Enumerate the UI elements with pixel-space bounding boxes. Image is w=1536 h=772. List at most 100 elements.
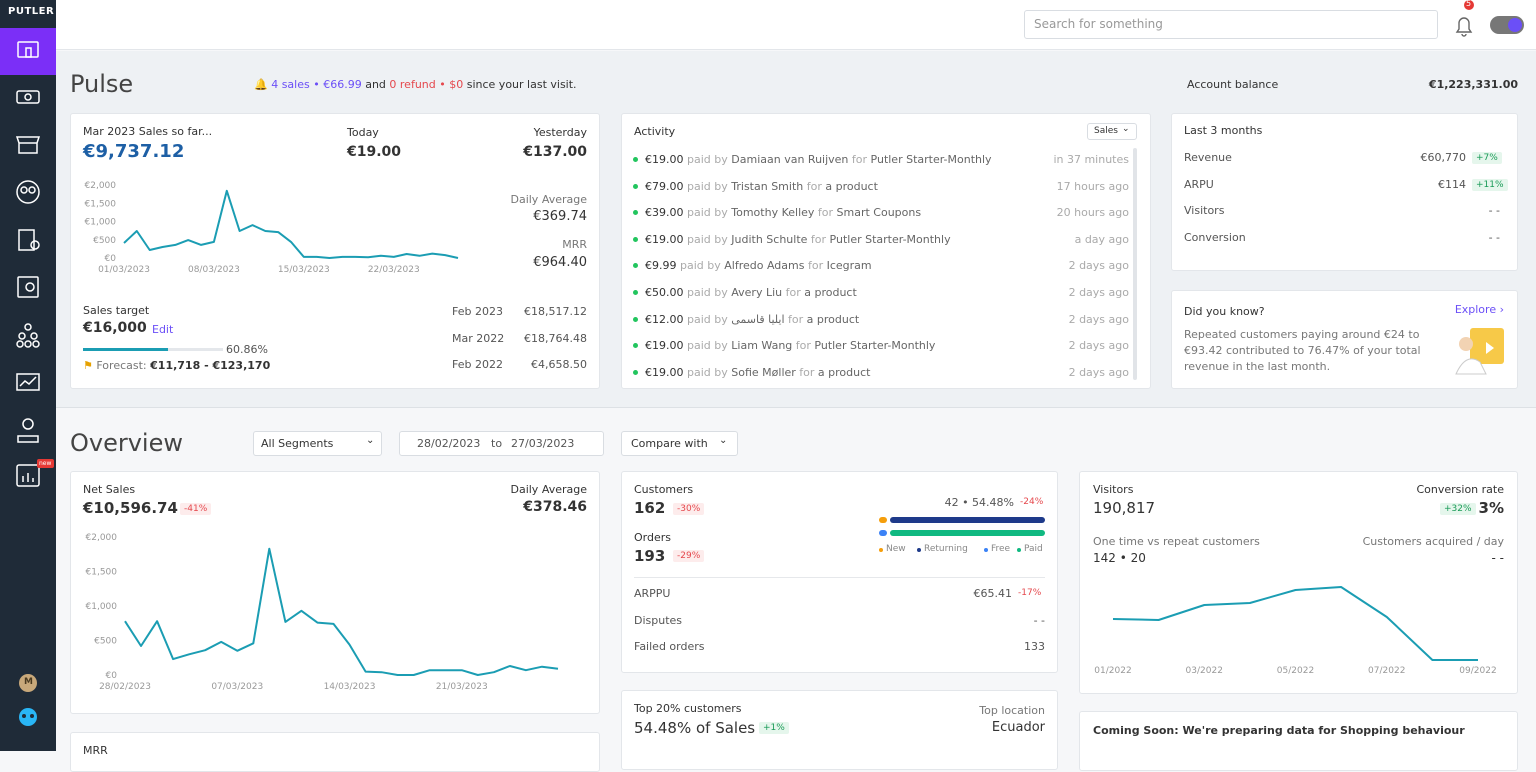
y-tick-label: €500 [93,236,116,246]
amount: €19.00 [645,153,684,166]
legend-dot [1017,548,1021,552]
shape [15,41,41,487]
edit-target[interactable]: Edit [152,323,174,336]
nav-active[interactable] [0,28,56,75]
segment-select[interactable] [253,431,382,456]
segment: All Segments [261,437,334,450]
illustration [1455,328,1504,375]
product: Putler Starter-Monthly [814,339,936,353]
x-tick-label: 01/03/2023 [98,265,150,275]
orders-change: -29% [673,550,705,562]
shape [16,340,24,348]
search-box[interactable] [1024,10,1438,39]
time: 2 days ago [1068,312,1129,326]
shape [19,376,37,387]
x-tick-label: 01/2022 [1094,666,1131,676]
shape [16,90,40,104]
customer: Avery Liu [731,286,783,299]
filter-caret: ⌄ [1122,124,1130,134]
amount: €19.00 [645,339,684,353]
net-daily-average-label: Daily Average [510,483,587,496]
customer: Liam Wang [731,339,793,353]
x-tick-label: 28/02/2023 [99,682,151,692]
metric-label: ARPU [1184,177,1214,191]
legend-label: Paid [1024,544,1043,554]
shape [20,186,28,194]
product: Putler Starter-Monthly [870,153,992,166]
for: for [817,206,834,220]
header-icons [1455,0,1524,37]
metric-label: ARPPU [634,587,671,600]
did-you-know-card [1171,290,1518,389]
activity-row: €19.00 paid by Judith Schulte for Putler… [645,233,951,246]
avatar-initial: M [24,677,33,687]
coming-soon-card [1079,711,1518,771]
overview-title: Overview [70,429,183,457]
paid-by: paid by [687,365,728,379]
customer: Sofie Møller [731,365,796,379]
shape [19,674,37,692]
shape [30,714,34,718]
date-range[interactable] [399,431,604,456]
y-tick-label: €1,500 [86,568,118,578]
metric-value: €114 [1438,177,1466,191]
mrr-card [70,732,600,772]
net-sales-label: Net Sales [83,483,136,496]
amount: €19.00 [645,232,684,246]
date-to-word: to [491,437,503,450]
shape [25,282,35,292]
for: for [788,312,804,326]
customers-change: -30% [673,503,705,515]
brand: PUTLER [8,6,55,17]
amount: €79.00 [645,179,684,193]
shape [18,332,26,340]
customer: Tristan Smith [731,179,804,193]
shape [1508,18,1522,32]
visitors-card [1079,471,1518,694]
paid-by: paid by [687,312,728,326]
product: Smart Coupons [836,206,922,220]
sidebar [0,0,56,751]
account-balance: €1,223,331.00 [1428,78,1518,91]
target: €16,000 [83,320,147,336]
status-dot [633,343,638,349]
activity-filter[interactable] [1087,123,1137,140]
shape [22,473,34,482]
customer: Alfredo Adams [724,259,805,273]
customer: Judith Schulte [731,232,808,246]
shape [32,340,40,348]
comparison-value: €4,658.50 [531,358,587,371]
shape [879,517,887,523]
line [1112,586,1478,661]
did-you-know-title: Did you know? [1184,305,1265,318]
comparison-period: Feb 2022 [452,358,503,371]
orders: 193 [634,547,666,565]
amount: €12.00 [645,312,684,326]
amount: €9.99 [645,259,677,273]
explore-link[interactable]: Explore › [1454,303,1504,316]
paid-by: paid by [687,286,728,299]
top-customers: 54.48% of Sales [634,719,756,737]
paid-by: paid by [687,232,728,246]
compare-select[interactable] [621,431,738,456]
shape: ⚑ [83,359,93,372]
top-location: Ecuador [991,720,1045,735]
legend-label: Returning [924,544,968,554]
shape [17,276,39,298]
for: for [810,232,827,246]
net-daily-average: €378.46 [523,499,587,515]
metric-value: 133 [1024,640,1045,654]
progress-fill [83,348,169,351]
shape [18,229,35,251]
status-dot [633,290,638,295]
last-3-months-card [1171,113,1518,271]
amount: €39.00 [645,206,684,220]
customers-label: Customers [634,483,694,496]
legend-dot [917,548,921,552]
and: and [365,78,386,91]
y-tick-label: €1,000 [86,602,118,612]
acquired-label: Customers acquired / day [1362,535,1504,548]
activity-row: €9.99 paid by Alfredo Adams for Icegram [645,259,872,272]
shape [25,47,32,58]
date-from: 28/02/2023 [417,437,481,450]
